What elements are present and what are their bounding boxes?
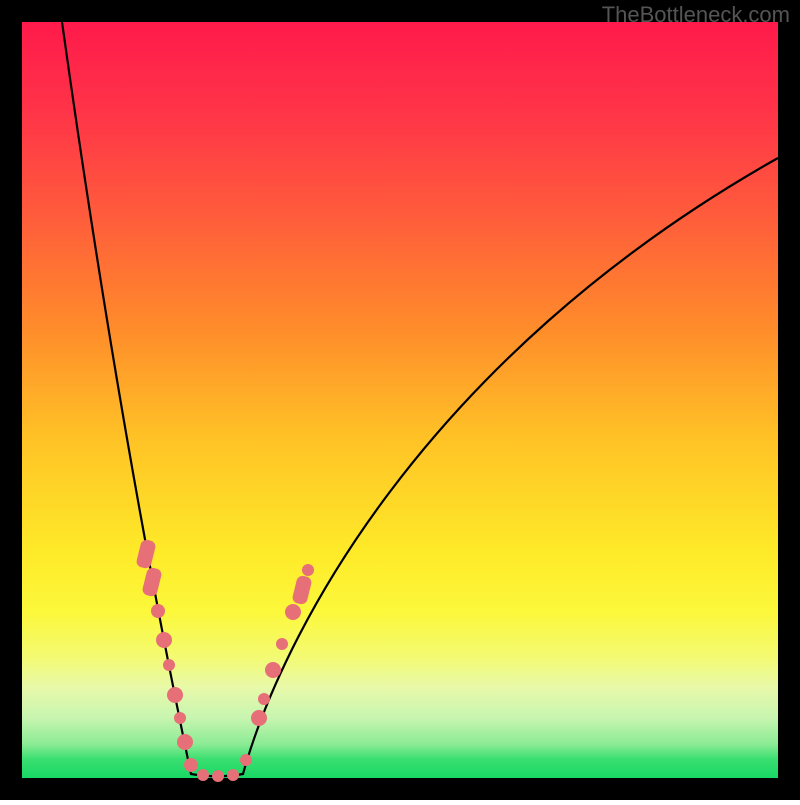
curve-marker: [302, 564, 314, 576]
gradient-background: [22, 22, 778, 778]
curve-marker: [197, 769, 209, 781]
chart-svg: [0, 0, 800, 800]
curve-marker: [177, 734, 193, 750]
curve-marker: [227, 769, 239, 781]
curve-marker: [174, 712, 186, 724]
curve-marker: [156, 632, 172, 648]
chart-container: TheBottleneck.com: [0, 0, 800, 800]
curve-marker: [163, 659, 175, 671]
curve-marker: [184, 758, 198, 772]
curve-marker: [265, 662, 281, 678]
curve-marker: [285, 604, 301, 620]
curve-marker: [212, 770, 224, 782]
curve-marker: [276, 638, 288, 650]
curve-marker: [151, 604, 165, 618]
curve-marker: [167, 687, 183, 703]
curve-marker: [240, 754, 252, 766]
watermark-text: TheBottleneck.com: [602, 2, 790, 28]
curve-marker: [251, 710, 267, 726]
curve-marker: [258, 693, 270, 705]
